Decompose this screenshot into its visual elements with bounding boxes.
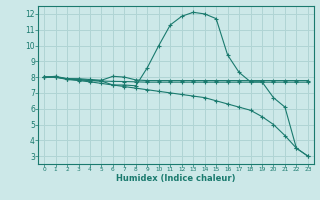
X-axis label: Humidex (Indice chaleur): Humidex (Indice chaleur) (116, 174, 236, 183)
